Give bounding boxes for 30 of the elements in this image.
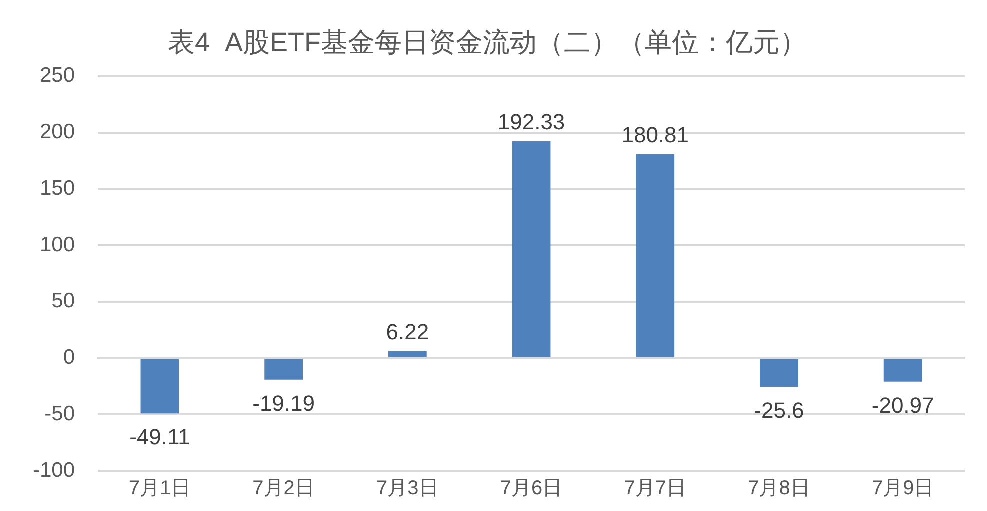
x-tick-label: 7月1日 bbox=[128, 478, 192, 500]
bar bbox=[636, 154, 675, 358]
bar bbox=[512, 141, 551, 358]
y-tick-label: -50 bbox=[44, 402, 76, 426]
data-label: 192.33 bbox=[498, 109, 566, 134]
bar bbox=[264, 359, 304, 380]
data-label: 6.22 bbox=[386, 319, 430, 344]
x-tick-label: 7月3日 bbox=[376, 478, 439, 500]
bar bbox=[140, 359, 180, 414]
data-label: -20.97 bbox=[872, 392, 934, 418]
data-label: 180.81 bbox=[622, 122, 690, 148]
data-label: -25.6 bbox=[754, 398, 804, 424]
x-tick-label: 7月9日 bbox=[872, 478, 934, 500]
bar bbox=[388, 351, 427, 358]
y-tick-label: 50 bbox=[52, 290, 76, 313]
y-tick-label: 150 bbox=[40, 176, 76, 200]
y-tick-label: 0 bbox=[63, 346, 76, 370]
data-label: -19.19 bbox=[252, 390, 316, 416]
data-label: -49.11 bbox=[130, 424, 190, 450]
y-tick-label: 200 bbox=[40, 120, 76, 144]
y-tick-label: -100 bbox=[33, 458, 76, 482]
chart-title: 表4 A股ETF基金每日资金流动（二）（单位：亿元） bbox=[168, 28, 808, 58]
y-tick-label: 100 bbox=[40, 233, 76, 256]
x-tick-label: 7月8日 bbox=[748, 478, 810, 500]
bar bbox=[760, 359, 798, 388]
x-tick-label: 7月6日 bbox=[500, 478, 563, 500]
x-tick-label: 7月7日 bbox=[624, 478, 686, 500]
y-tick-label: 250 bbox=[40, 64, 76, 88]
bar bbox=[884, 359, 922, 382]
x-tick-label: 7月2日 bbox=[252, 478, 315, 500]
